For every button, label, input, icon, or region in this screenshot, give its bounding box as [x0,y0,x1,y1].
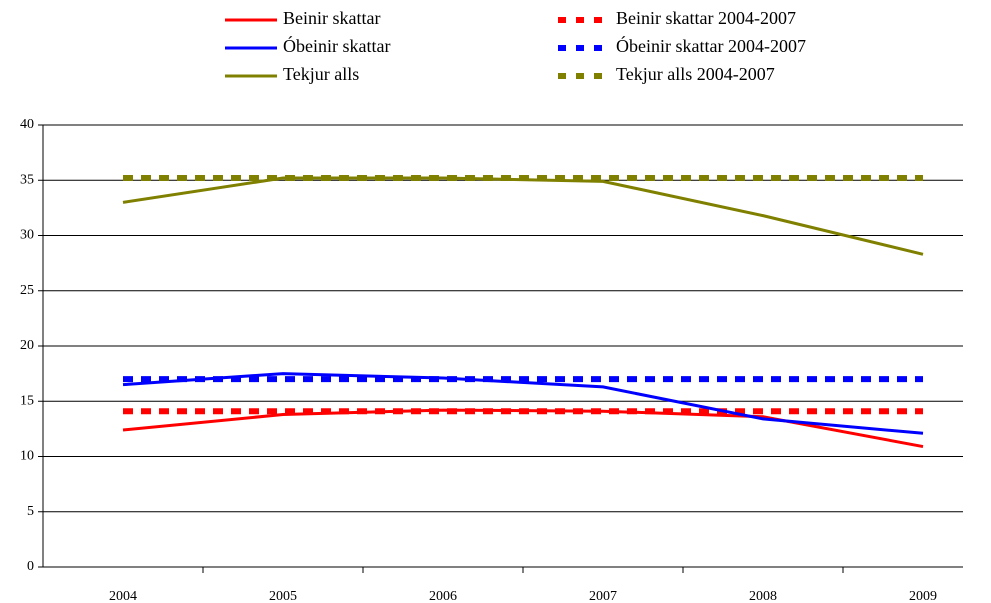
y-tick-label: 25 [20,283,34,298]
legend-label: Beinir skattar [283,8,380,28]
x-tick-label: 2005 [269,589,297,603]
y-tick-label: 35 [20,172,34,187]
series-line [122,408,924,449]
x-tick-label: 2009 [909,589,937,603]
legend-label: Óbeinir skattar 2004-2007 [616,35,806,56]
x-tick-label: 2008 [749,589,777,603]
x-tick-label: 2004 [109,589,137,603]
y-tick-label: 30 [20,228,34,243]
y-tick-label: 5 [27,504,34,519]
legend-label: Tekjur alls [283,64,359,84]
y-tick-label: 20 [20,338,34,353]
legend-label: Tekjur alls 2004-2007 [616,64,775,84]
y-tick-label: 10 [20,449,34,464]
legend-label: Óbeinir skattar [283,35,390,56]
x-tick-label: 2006 [429,589,457,603]
legend-label: Beinir skattar 2004-2007 [616,8,796,28]
x-tick-label: 2007 [589,589,617,603]
y-tick-label: 15 [20,393,34,408]
y-tick-label: 40 [20,117,34,132]
series-line [122,372,924,435]
y-tick-label: 0 [27,559,34,574]
series-line [122,176,924,256]
